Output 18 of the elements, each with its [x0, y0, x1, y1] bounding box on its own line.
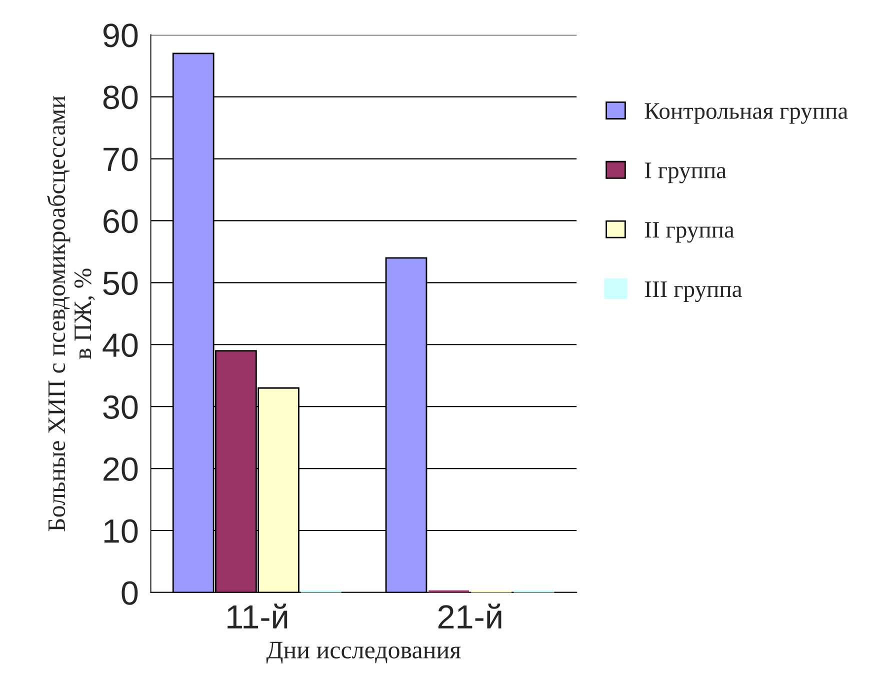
y-tick-label: 70 — [104, 148, 138, 172]
y-tick-label: 50 — [103, 271, 138, 296]
legend-label: II группа — [644, 222, 734, 243]
y-tick-label: 80 — [103, 86, 138, 110]
y-tick-label: 90 — [103, 24, 138, 48]
y-axis-title: Больные ХИП с псевдомикроабсцессами в ПЖ, % — [46, 96, 95, 532]
x-axis-title: Дни исследования — [266, 642, 461, 664]
x-tick-label: 21-й — [438, 604, 502, 628]
legend-label: Контрольная группа — [644, 103, 848, 124]
y-tick-label: 10 — [104, 519, 138, 543]
y-tick-label: 40 — [102, 333, 138, 358]
y-tick-label: 0 — [122, 581, 138, 605]
legend-label: I группа — [644, 162, 726, 184]
y-tick-label: 60 — [104, 210, 138, 234]
legend-label: III группа — [644, 281, 742, 302]
x-tick-label: 11-й — [228, 604, 288, 628]
y-tick-label: 30 — [103, 395, 138, 419]
y-tick-label: 20 — [104, 457, 138, 481]
